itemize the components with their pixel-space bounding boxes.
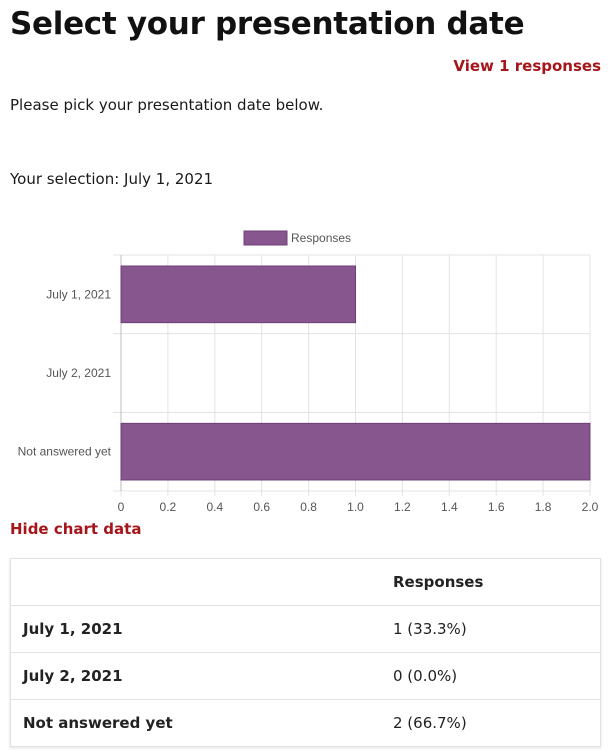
x-tick-label: 1.8 [535,500,552,514]
x-tick-label: 1.6 [488,500,505,514]
table-row-label: July 1, 2021 [10,605,381,653]
legend-swatch [243,230,288,246]
x-tick-label: 1.4 [441,500,458,514]
table-row-value: 1 (33.3%) [381,605,601,653]
x-tick-label: 0.2 [160,500,177,514]
table-row-value: 0 (0.0%) [381,652,601,700]
x-tick-label: 2.0 [582,500,599,514]
x-tick-label: 0.8 [300,500,317,514]
selection-text: Your selection: July 1, 2021 [10,170,214,188]
table-row: July 1, 2021 1 (33.3%) [10,605,601,653]
table-row: Not answered yet 2 (66.7%) [10,699,601,747]
table-row: July 2, 2021 0 (0.0%) [10,652,601,700]
x-tick-label: 1.2 [394,500,411,514]
intro-text: Please pick your presentation date below… [10,96,324,114]
y-tick-label: Not answered yet [18,445,112,459]
table-row-value: 2 (66.7%) [381,699,601,747]
chart-data-table: Responses July 1, 2021 1 (33.3%) July 2,… [10,558,601,747]
table-row-label: Not answered yet [10,699,381,747]
y-tick-label: July 2, 2021 [46,366,111,380]
chart-svg: 0 0.2 0.4 0.6 0.8 1.0 1.2 1.4 1.6 1.8 2.0 July 1, 2… [18,230,599,514]
hide-chart-data-link[interactable]: Hide chart data [10,520,142,538]
x-tick-label: 0.4 [206,500,223,514]
bar [120,265,356,324]
y-tick-label: July 1, 2021 [46,287,111,301]
bar [120,422,591,481]
legend-label: Responses [291,231,351,245]
x-tick-label: 1.0 [347,500,364,514]
x-tick-label: 0 [118,500,125,514]
page-title: Select your presentation date [10,6,525,42]
x-tick-label: 0.6 [253,500,270,514]
responses-chart: 0 0.2 0.4 0.6 0.8 1.0 1.2 1.4 1.6 1.8 2.0 July 1, 2… [0,222,616,514]
view-responses-link[interactable]: View 1 responses [453,57,601,75]
table-header-responses: Responses [393,573,484,591]
table-header-row: Responses [11,559,601,606]
table-row-label: July 2, 2021 [10,652,381,700]
table-header-empty [11,559,382,606]
